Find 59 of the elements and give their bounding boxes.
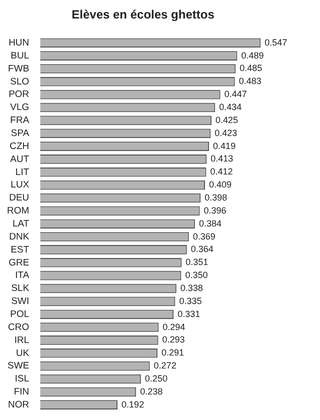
y-tick-label: SWI	[11, 296, 30, 308]
data-label: 0.369	[192, 231, 216, 242]
data-label: 0.485	[240, 63, 262, 74]
y-tick-label: UK	[16, 348, 30, 359]
data-label: 0.291	[161, 348, 184, 358]
data-label: 0.192	[122, 399, 144, 410]
y-tick-label: NOR	[8, 399, 30, 410]
data-label: 0.384	[198, 218, 222, 228]
y-tick-label: BUL	[10, 50, 30, 62]
data-label: 0.335	[179, 296, 202, 306]
y-tick-label: ITA	[15, 270, 30, 282]
data-label: 0.547	[264, 37, 288, 48]
data-label: 0.331	[178, 308, 200, 319]
chart-title: Elèves en écoles ghettos	[72, 8, 215, 22]
data-label: 0.293	[162, 334, 185, 345]
y-tick-label: LUX	[10, 180, 30, 191]
y-tick-label: POL	[10, 308, 30, 320]
y-tick-label: SLO	[10, 76, 30, 88]
data-label: 0.419	[213, 140, 236, 151]
y-tick-label: DEU	[9, 192, 30, 204]
y-tick-label: FRA	[10, 115, 30, 126]
y-tick-label: IRL	[14, 334, 30, 346]
data-label: 0.250	[144, 373, 168, 384]
data-label: 0.409	[209, 180, 232, 190]
data-label: 0.272	[154, 360, 176, 371]
y-tick-label: DNK	[9, 231, 30, 242]
data-label: 0.396	[204, 205, 226, 216]
y-tick-label: SLK	[11, 283, 30, 294]
y-tick-label: SWE	[8, 360, 30, 372]
y-tick-label: CRO	[8, 322, 30, 333]
y-tick-label: ISL	[14, 374, 30, 385]
data-label: 0.483	[238, 76, 262, 86]
y-tick-label: EST	[10, 244, 30, 256]
y-tick-label: FWB	[8, 63, 30, 74]
y-tick-label: LIT	[15, 166, 30, 178]
data-label: 0.413	[210, 154, 234, 164]
data-label: 0.238	[140, 386, 163, 396]
data-label: 0.423	[214, 128, 238, 138]
data-label: 0.398	[204, 192, 228, 202]
data-label: 0.294	[162, 322, 186, 332]
data-label: 0.447	[224, 89, 247, 100]
y-tick-label: LAT	[12, 218, 30, 230]
y-tick-label: CZH	[10, 140, 30, 152]
data-label: 0.425	[215, 114, 238, 125]
data-label: 0.350	[185, 270, 208, 280]
y-tick-label: HUN	[8, 37, 30, 48]
y-tick-label: VLG	[10, 102, 30, 114]
data-label: 0.434	[219, 102, 242, 112]
y-tick-label: AUT	[10, 154, 30, 165]
data-label: 0.338	[180, 282, 203, 293]
data-label: 0.412	[210, 166, 233, 177]
data-label: 0.364	[190, 244, 214, 254]
y-tick-label: SPA	[10, 128, 30, 139]
y-tick-label: POR	[8, 89, 30, 100]
data-label: 0.351	[186, 257, 208, 268]
y-tick-label: FIN	[14, 386, 30, 398]
y-tick-label: GRE	[8, 257, 30, 268]
data-label: 0.489	[241, 50, 264, 60]
y-tick-label: ROM	[6, 206, 30, 217]
